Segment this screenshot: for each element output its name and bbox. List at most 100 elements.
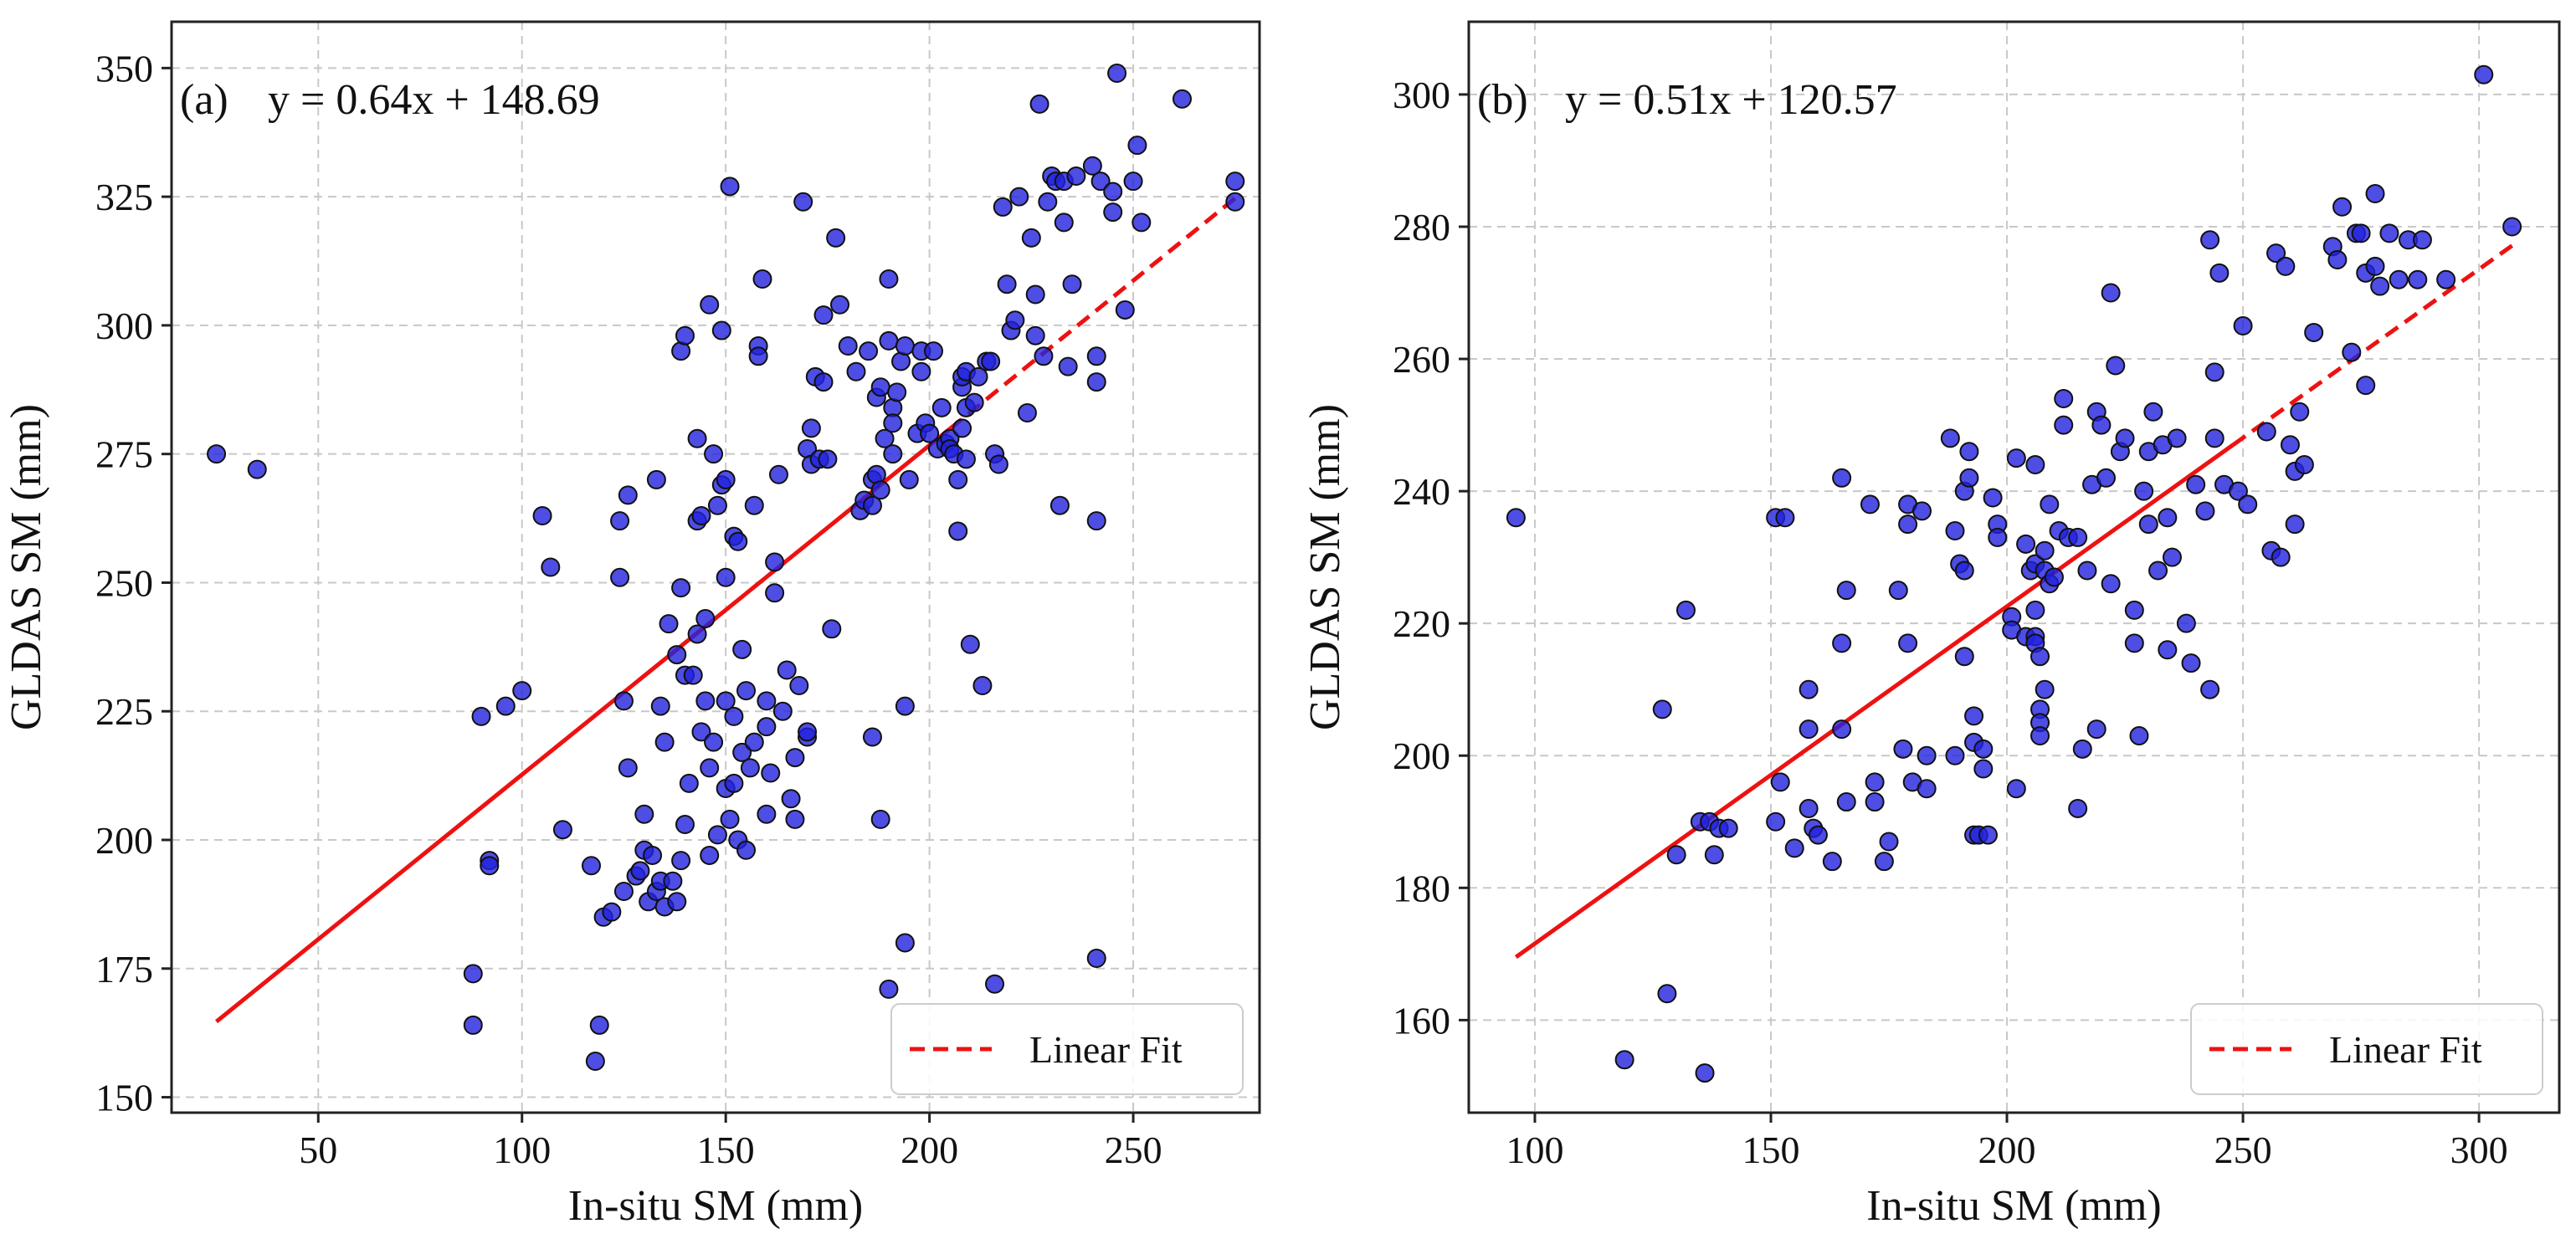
data-point [1066, 166, 1086, 187]
data-point [2238, 494, 2258, 514]
data-point [2327, 250, 2348, 270]
data-point [1959, 468, 1979, 488]
data-point [1704, 845, 1724, 865]
data-point [716, 567, 736, 587]
data-point [2124, 633, 2144, 653]
data-point [1123, 171, 1143, 192]
data-point [2389, 269, 2409, 289]
data-point [895, 336, 915, 356]
data-point [2035, 679, 2055, 699]
data-point [1225, 192, 1245, 212]
data-point [2285, 514, 2305, 535]
x-tick-label: 100 [1506, 1129, 1563, 1171]
data-point [793, 192, 813, 212]
data-point [1973, 739, 1994, 759]
data-point [532, 505, 552, 525]
panel-a-legend: Linear Fit [890, 1003, 1244, 1095]
data-point [732, 742, 752, 762]
data-point [2016, 534, 2036, 554]
data-point [1652, 699, 1672, 719]
data-point [2044, 567, 2064, 587]
data-point [2138, 514, 2158, 535]
data-point [1718, 818, 1738, 838]
panel-b-plot-frame [1467, 20, 2561, 1114]
y-tick-label: 175 [95, 948, 153, 991]
data-point [2204, 428, 2224, 448]
data-point [700, 845, 720, 865]
data-point [613, 882, 634, 902]
data-point [2068, 527, 2088, 547]
data-point [1049, 495, 1070, 515]
data-point [1038, 192, 1058, 212]
data-point [862, 495, 882, 515]
data-point [2072, 739, 2092, 759]
data-point [2370, 276, 2390, 296]
data-point [667, 645, 687, 665]
data-point [1832, 468, 1852, 488]
data-point [2086, 719, 2106, 740]
data-point [480, 856, 500, 876]
data-point [1808, 825, 1828, 845]
fit-line-solid [214, 427, 952, 1024]
data-point [748, 346, 768, 366]
panel-a-y-ticks: 150 175 200 225 250 275 300 325 350 [95, 47, 172, 1119]
data-point [822, 619, 842, 639]
data-point [683, 665, 703, 685]
data-point [1025, 325, 1045, 346]
panel-a-points [207, 64, 1245, 1071]
data-point [2204, 362, 2224, 382]
data-point [1832, 719, 1852, 740]
data-point [846, 361, 866, 381]
data-point [1898, 514, 1918, 535]
data-point [2209, 263, 2230, 283]
data-point [798, 722, 818, 742]
panel-b-y-ticks: 160 180 200 220 240 260 280 300 [1393, 74, 1469, 1042]
data-point [207, 444, 227, 464]
data-point [2276, 256, 2296, 276]
data-point [1034, 346, 1054, 366]
data-point [757, 804, 777, 824]
data-point [2106, 356, 2126, 376]
y-tick-label: 325 [95, 176, 153, 218]
data-point [1127, 136, 1147, 156]
data-point [2096, 468, 2116, 488]
data-point [765, 552, 785, 572]
data-point [985, 974, 1005, 994]
data-point [1860, 494, 1880, 514]
panel-a-fit [214, 197, 1237, 1024]
data-point [744, 732, 764, 752]
data-point [659, 614, 679, 634]
data-point [613, 691, 634, 711]
data-point [2030, 726, 2050, 746]
data-point [675, 325, 695, 346]
data-point [2408, 269, 2428, 289]
data-point [1964, 706, 1984, 726]
data-point [2195, 501, 2215, 521]
y-tick-label: 300 [1393, 74, 1450, 116]
data-point [972, 675, 993, 695]
data-point [2162, 547, 2182, 567]
y-tick-label: 225 [95, 690, 153, 733]
data-point [911, 361, 931, 381]
y-tick-label: 200 [1393, 735, 1450, 777]
data-point [993, 197, 1013, 217]
data-point [716, 469, 736, 489]
data-point [1103, 182, 1123, 202]
fit-line-dashed [948, 197, 1237, 431]
data-point [2158, 508, 2178, 528]
data-point [2101, 283, 2121, 303]
data-point [2256, 422, 2276, 442]
data-point [1954, 647, 1974, 667]
data-point [589, 1015, 609, 1035]
data-point [870, 377, 890, 397]
panel-a-plot-frame [170, 20, 1261, 1114]
data-point [960, 634, 980, 654]
panel-a-y-axis-label: GLDAS SM (mm) [3, 404, 50, 730]
y-tick-label: 250 [95, 561, 153, 604]
data-point [671, 851, 691, 871]
data-point [687, 624, 707, 644]
data-point [2148, 561, 2168, 581]
data-point [2115, 428, 2135, 448]
data-point [859, 341, 879, 361]
data-point [618, 758, 638, 778]
